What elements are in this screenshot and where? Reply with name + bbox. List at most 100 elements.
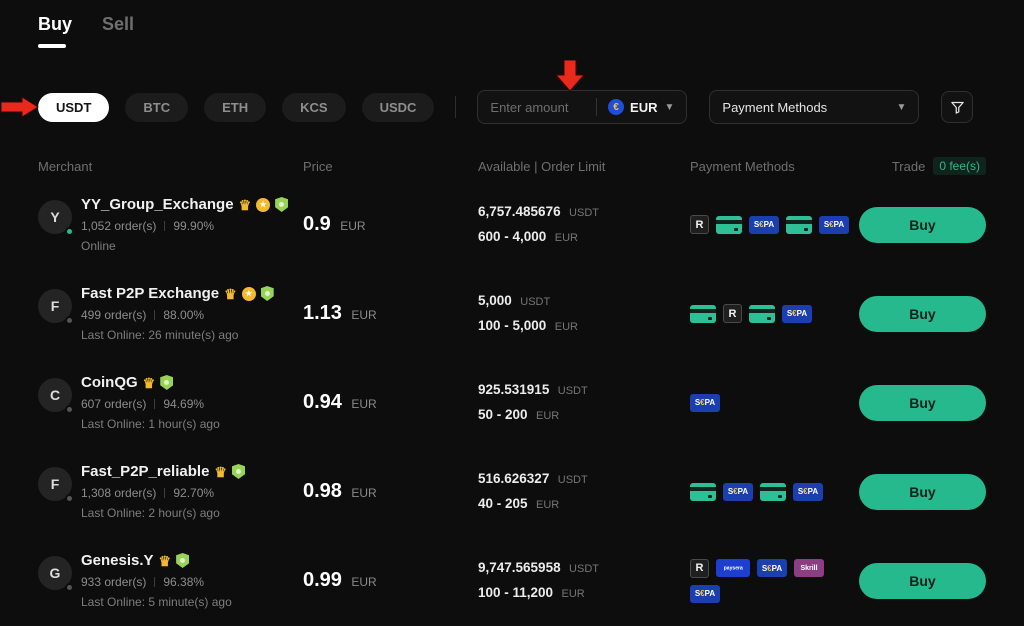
euro-coin-icon: € bbox=[608, 99, 625, 115]
skrill-payment-icon: Skrill bbox=[794, 559, 824, 577]
shield-badge-icon bbox=[231, 464, 245, 479]
card-payment-icon bbox=[760, 482, 786, 501]
merchant-name[interactable]: YY_Group_Exchange bbox=[81, 196, 234, 213]
last-online-status: Last Online: 1 hour(s) ago bbox=[81, 417, 220, 431]
limit-unit: EUR bbox=[554, 232, 578, 244]
available-amount: 9,747.565958 bbox=[478, 560, 561, 575]
price-currency: EUR bbox=[351, 308, 377, 322]
buy-button[interactable]: Buy bbox=[859, 384, 986, 421]
amount-input-group[interactable]: Enter amount € EUR ▼ bbox=[477, 90, 688, 124]
buy-button[interactable]: Buy bbox=[859, 562, 986, 599]
header-price: Price bbox=[303, 158, 333, 174]
sepa-payment-icon: S€PA bbox=[782, 304, 812, 323]
medal-badge-icon bbox=[256, 197, 271, 212]
tab-sell[interactable]: Sell bbox=[102, 14, 134, 48]
header-payment-methods: Payment Methods bbox=[690, 158, 795, 174]
header-merchant: Merchant bbox=[38, 158, 93, 174]
filterbar-divider bbox=[455, 96, 457, 118]
crown-badge-icon: ♛ bbox=[224, 285, 237, 302]
available-unit: USDT bbox=[557, 474, 588, 486]
annotation-arrow-down bbox=[556, 60, 585, 92]
price-currency: EUR bbox=[340, 219, 366, 233]
limit-unit: EUR bbox=[536, 410, 560, 422]
order-limit: 100 - 5,000 bbox=[478, 318, 547, 333]
shield-badge-icon bbox=[260, 286, 274, 301]
table-header: Merchant Price Available | Order Limit P… bbox=[38, 152, 986, 180]
price-currency: EUR bbox=[351, 397, 377, 411]
tab-buy[interactable]: Buy bbox=[38, 14, 72, 48]
currency-tab-eth[interactable]: ETH bbox=[204, 92, 267, 122]
price-value: 1.13 bbox=[303, 302, 342, 324]
online-status-dot bbox=[65, 316, 74, 325]
last-online-status: Last Online: 26 minute(s) ago bbox=[81, 328, 239, 342]
order-count: 933 order(s) bbox=[81, 575, 147, 589]
table-row: F Fast_P2P_reliable ♛ 1,308 order(s) 92.… bbox=[38, 447, 986, 536]
revolut-payment-icon: R bbox=[723, 304, 742, 323]
filter-button[interactable] bbox=[941, 91, 974, 123]
chevron-down-icon[interactable]: ▼ bbox=[664, 101, 675, 113]
order-limit: 100 - 11,200 bbox=[478, 585, 554, 600]
filter-bar: USDT BTC ETH KCS USDC Enter amount € EUR… bbox=[38, 90, 986, 124]
table-row: Y YY_Group_Exchange ♛ 1,052 order(s) 99.… bbox=[38, 180, 986, 269]
paysera-payment-icon: paysera bbox=[716, 559, 750, 577]
amount-fiat-divider bbox=[596, 98, 598, 116]
header-trade: Trade bbox=[891, 158, 926, 174]
price-value: 0.94 bbox=[303, 391, 342, 413]
buy-button[interactable]: Buy bbox=[859, 473, 986, 510]
currency-tab-usdc[interactable]: USDC bbox=[361, 92, 435, 122]
stats-divider bbox=[164, 488, 166, 498]
stats-divider bbox=[164, 221, 166, 231]
merchant-name[interactable]: Fast_P2P_reliable bbox=[81, 463, 210, 480]
sepa-payment-icon: S€PA bbox=[819, 215, 849, 234]
limit-unit: EUR bbox=[561, 588, 585, 600]
currency-tab-usdt[interactable]: USDT bbox=[38, 92, 110, 122]
crown-badge-icon: ♛ bbox=[142, 374, 156, 391]
currency-tabs: USDT BTC ETH KCS USDC bbox=[38, 92, 435, 122]
annotation-arrow-right bbox=[1, 96, 39, 118]
order-limit: 40 - 205 bbox=[478, 496, 528, 511]
sepa-payment-icon: S€PA bbox=[690, 393, 720, 412]
fee-badge: 0 fee(s) bbox=[933, 157, 986, 175]
header-available: Available | Order Limit bbox=[478, 158, 606, 174]
order-count: 1,052 order(s) bbox=[81, 219, 157, 233]
shield-badge-icon bbox=[176, 553, 190, 568]
currency-tab-kcs[interactable]: KCS bbox=[282, 92, 346, 122]
order-count: 499 order(s) bbox=[81, 308, 147, 322]
tab-buy-label: Buy bbox=[38, 14, 73, 34]
payment-method-icons: R S€PA bbox=[690, 304, 856, 323]
last-online-status: Online bbox=[81, 239, 116, 253]
available-amount: 6,757.485676 bbox=[478, 204, 561, 219]
currency-tab-btc[interactable]: BTC bbox=[125, 92, 189, 122]
sepa-payment-icon: S€PA bbox=[757, 559, 787, 577]
buy-button[interactable]: Buy bbox=[859, 295, 986, 332]
completion-rate: 92.70% bbox=[173, 486, 215, 500]
price-currency: EUR bbox=[351, 486, 377, 500]
payment-method-icons: R S€PA S€PA bbox=[690, 215, 856, 234]
table-row: F Fast P2P Exchange ♛ 499 order(s) 88.00… bbox=[38, 269, 986, 358]
available-unit: USDT bbox=[520, 296, 551, 308]
limit-unit: EUR bbox=[536, 499, 560, 511]
revolut-payment-icon: R bbox=[690, 558, 709, 578]
card-payment-icon bbox=[690, 304, 716, 323]
limit-unit: EUR bbox=[554, 321, 578, 333]
sepa-payment-icon: S€PA bbox=[690, 584, 720, 603]
card-payment-icon bbox=[690, 482, 716, 501]
merchant-name[interactable]: Genesis.Y bbox=[81, 552, 154, 569]
medal-badge-icon bbox=[241, 286, 256, 301]
crown-badge-icon: ♛ bbox=[214, 463, 227, 480]
amount-input[interactable]: Enter amount bbox=[490, 99, 569, 115]
online-status-dot bbox=[65, 405, 74, 414]
table-row: C CoinQG ♛ 607 order(s) 94.69% Last Onli… bbox=[38, 358, 986, 447]
buy-button[interactable]: Buy bbox=[859, 206, 986, 243]
merchant-name[interactable]: Fast P2P Exchange bbox=[81, 285, 220, 302]
payment-methods-select[interactable]: Payment Methods ▼ bbox=[709, 90, 920, 124]
payment-method-icons: S€PA bbox=[690, 393, 856, 412]
card-payment-icon bbox=[786, 215, 812, 234]
available-unit: USDT bbox=[557, 385, 588, 397]
crown-badge-icon: ♛ bbox=[238, 196, 252, 213]
merchant-name[interactable]: CoinQG bbox=[81, 374, 138, 391]
card-payment-icon bbox=[716, 215, 742, 234]
avatar[interactable]: Y bbox=[38, 200, 72, 234]
completion-rate: 99.90% bbox=[173, 219, 215, 233]
